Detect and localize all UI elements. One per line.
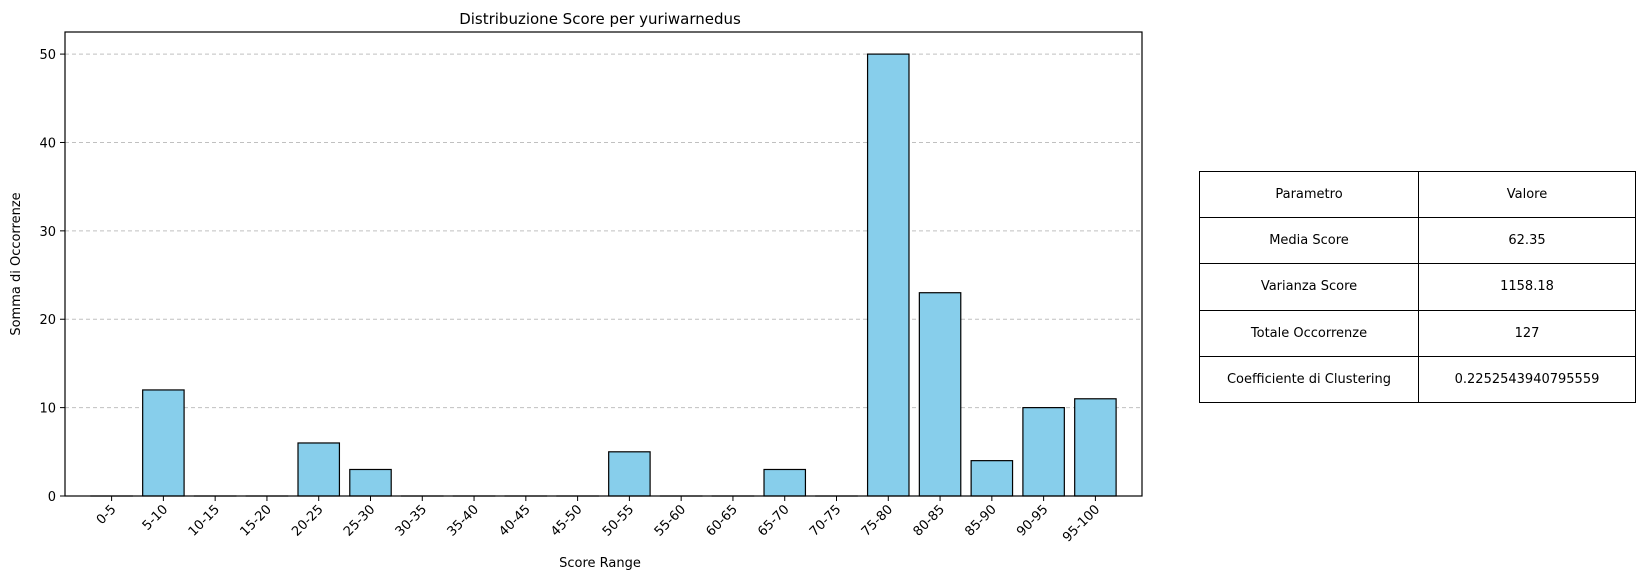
- row-param: Varianza Score: [1199, 263, 1419, 311]
- table-header-row: Parametro Valore: [1199, 170, 1636, 219]
- y-tick-label: 50: [39, 48, 56, 63]
- chart-title: Distribuzione Score per yuriwarnedus: [459, 10, 741, 28]
- bar-75-80: [866, 53, 910, 497]
- table-row: Coefficiente di Clustering 0.22525439407…: [1199, 355, 1636, 404]
- x-tick-label: 90-95: [1014, 502, 1051, 539]
- x-tick-label: 50-55: [600, 502, 637, 539]
- bar-20-25: [297, 442, 341, 497]
- y-tick-label: 40: [39, 136, 56, 151]
- x-axis-label: Score Range: [559, 556, 641, 571]
- x-tick-label: 55-60: [652, 502, 689, 539]
- x-tick-label: 0-5: [94, 502, 120, 528]
- row-value: 62.35: [1418, 217, 1636, 265]
- row-value: 127: [1418, 309, 1636, 357]
- table-row: Totale Occorrenze 127: [1199, 309, 1636, 357]
- row-param: Coefficiente di Clustering: [1199, 355, 1419, 404]
- bar-65-70: [763, 468, 807, 497]
- x-tick-label: 70-75: [807, 502, 844, 539]
- bar-90-95: [1022, 407, 1065, 497]
- y-tick-label: 30: [39, 225, 56, 240]
- x-tick-label: 65-70: [755, 502, 792, 539]
- x-tick-label: 40-45: [496, 502, 533, 539]
- x-tick-label: 35-40: [445, 502, 482, 539]
- y-axis-label: Somma di Occorrenze: [9, 192, 24, 335]
- y-tick-label: 20: [39, 313, 56, 328]
- x-tick-label: 5-10: [140, 502, 171, 533]
- x-ticks: 0-5 5-10 10-15 15-20 20-25 25-30 30-35 35-40 40-…: [94, 496, 1103, 545]
- y-tick-label: 0: [48, 490, 56, 505]
- row-param: Totale Occorrenze: [1199, 309, 1419, 357]
- row-value: 0.2252543940795559: [1418, 355, 1636, 404]
- bar-85-90: [970, 460, 1014, 497]
- plot-frame: [64, 31, 1143, 497]
- row-value: 1158.18: [1418, 263, 1636, 311]
- bar-5-10: [142, 389, 185, 497]
- bar-chart: 0 10 20 30 40 50 0-5 5-10 10-15 15-20 20-25 25-30 3…: [9, 10, 1143, 571]
- x-tick-label: 45-50: [548, 502, 585, 539]
- header-param: Parametro: [1199, 170, 1419, 219]
- x-tick-label: 10-15: [186, 502, 223, 539]
- x-tick-label: 20-25: [289, 502, 326, 539]
- y-ticks: 0 10 20 30 40 50: [39, 48, 65, 505]
- x-tick-label: 75-80: [859, 502, 896, 539]
- bars: [90, 53, 1117, 497]
- bar-50-55: [608, 451, 651, 497]
- header-value: Valore: [1418, 170, 1636, 219]
- grid-lines: [65, 53, 1142, 409]
- row-param: Media Score: [1199, 217, 1419, 265]
- x-tick-label: 60-65: [703, 502, 740, 539]
- x-tick-label: 25-30: [341, 502, 378, 539]
- x-tick-label: 95-100: [1060, 502, 1103, 545]
- x-tick-label: 80-85: [911, 502, 948, 539]
- bar-95-100: [1074, 398, 1117, 497]
- table-row: Media Score 62.35: [1199, 217, 1636, 265]
- x-tick-label: 15-20: [237, 502, 274, 539]
- stats-table: Parametro Valore Media Score 62.35 Varia…: [1199, 170, 1636, 404]
- axes: [64, 31, 1143, 497]
- bar-25-30: [349, 468, 392, 497]
- x-tick-label: 85-90: [962, 502, 999, 539]
- y-tick-label: 10: [39, 402, 56, 417]
- x-tick-label: 30-35: [393, 502, 430, 539]
- bar-80-85: [918, 292, 962, 497]
- table-row: Varianza Score 1158.18: [1199, 263, 1636, 311]
